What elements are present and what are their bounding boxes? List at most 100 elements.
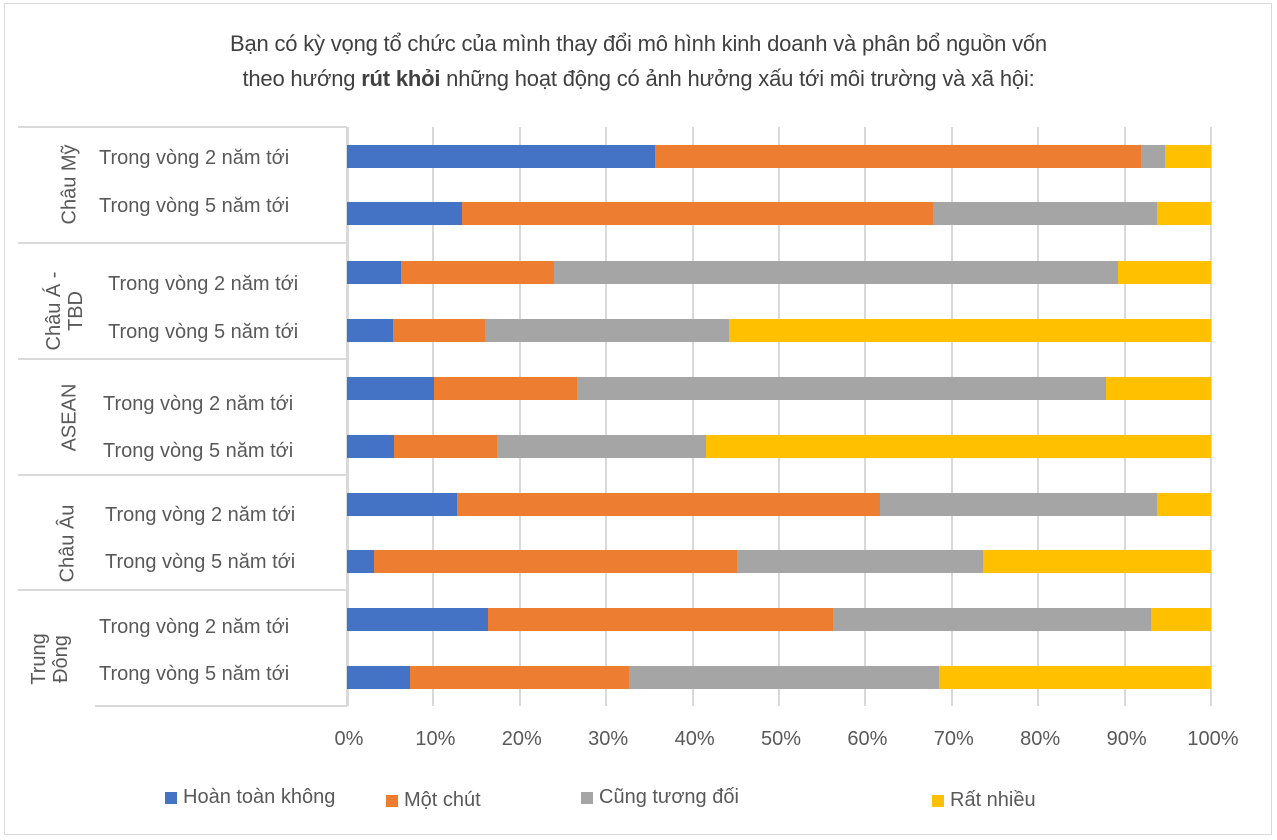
legend-label: Một chút bbox=[404, 789, 481, 811]
bar-segment bbox=[628, 666, 939, 689]
legend-swatch-icon bbox=[386, 794, 398, 807]
bar-segment bbox=[347, 493, 457, 516]
bar-segment bbox=[485, 319, 729, 342]
bar-row bbox=[347, 493, 1211, 516]
bar-row bbox=[347, 608, 1211, 631]
x-tick-label: 80% bbox=[1020, 728, 1061, 750]
bar-row bbox=[347, 666, 1211, 689]
bar-segment bbox=[347, 550, 374, 573]
bar-segment bbox=[554, 261, 1118, 284]
bar-segment bbox=[393, 435, 498, 458]
bar-segment bbox=[347, 435, 394, 458]
group-label-chau-my: Châu Mỹ bbox=[58, 144, 81, 225]
bar-segment bbox=[654, 145, 1141, 168]
bar-segment bbox=[1165, 145, 1211, 168]
title-text: theo hướng bbox=[242, 66, 362, 91]
bar-segment bbox=[706, 435, 1211, 458]
gridline bbox=[1037, 127, 1040, 706]
x-tick-label: 40% bbox=[674, 728, 715, 750]
x-tick-label: 70% bbox=[933, 728, 974, 750]
plot-area bbox=[347, 127, 1212, 706]
row-label: Trong vòng 5 năm tới bbox=[108, 321, 299, 343]
category-divider bbox=[18, 242, 347, 244]
chart-frame bbox=[4, 3, 1272, 835]
gridline bbox=[605, 127, 608, 706]
legend-label: Hoàn toàn không bbox=[183, 786, 336, 808]
row-label: Trong vòng 2 năm tới bbox=[99, 616, 290, 638]
chart-title-line-1: Bạn có kỳ vọng tổ chức của mình thay đổi… bbox=[230, 31, 1047, 56]
bar-segment bbox=[728, 319, 1211, 342]
x-tick-label: 0% bbox=[334, 728, 364, 750]
group-label-chau-a-tbd: Châu Á - TBD bbox=[43, 266, 87, 356]
row-label: Trong vòng 5 năm tới bbox=[99, 195, 290, 217]
bar-row bbox=[347, 550, 1211, 573]
legend-label: Cũng tương đối bbox=[599, 786, 739, 808]
bar-segment bbox=[373, 550, 737, 573]
x-tick-label: 30% bbox=[588, 728, 629, 750]
row-label: Trong vòng 2 năm tới bbox=[99, 147, 290, 169]
bar-segment bbox=[1157, 202, 1211, 225]
bar-segment bbox=[576, 377, 1106, 400]
group-label-asean: ASEAN bbox=[58, 383, 81, 452]
bar-segment bbox=[401, 261, 555, 284]
group-label-chau-au: Châu Âu bbox=[56, 504, 79, 583]
gridline bbox=[1210, 127, 1212, 706]
bar-row bbox=[347, 435, 1211, 458]
x-tick-label: 100% bbox=[1187, 728, 1239, 750]
gridline bbox=[778, 127, 780, 706]
legend-item: Rất nhiều bbox=[932, 789, 1036, 812]
group-label-line: Đông bbox=[50, 635, 72, 683]
bar-segment bbox=[347, 608, 488, 631]
title-bold-text: rút khỏi bbox=[361, 66, 441, 91]
row-label: Trong vòng 5 năm tới bbox=[99, 663, 290, 685]
bar-segment bbox=[982, 550, 1211, 573]
row-label: Trong vòng 2 năm tới bbox=[103, 393, 294, 415]
bar-segment bbox=[410, 666, 629, 689]
gridline bbox=[518, 127, 521, 706]
title-text: những hoạt động có ảnh hưởng xấu tới môi… bbox=[440, 66, 1035, 91]
x-tick-label: 10% bbox=[415, 728, 456, 750]
category-divider bbox=[18, 589, 347, 591]
bar-segment bbox=[461, 202, 933, 225]
bar-segment bbox=[938, 666, 1211, 689]
bar-segment bbox=[832, 608, 1152, 631]
bar-segment bbox=[392, 319, 486, 342]
bar-segment bbox=[736, 550, 983, 573]
bar-segment bbox=[347, 319, 393, 342]
x-tick-label: 90% bbox=[1106, 728, 1147, 750]
bar-segment bbox=[434, 377, 577, 400]
legend-label: Rất nhiều bbox=[950, 789, 1036, 811]
legend-item: Hoàn toàn không bbox=[165, 786, 335, 809]
group-label-line: Trung bbox=[28, 633, 50, 685]
bar-segment bbox=[347, 377, 435, 400]
chart-title: Bạn có kỳ vọng tổ chức của mình thay đổi… bbox=[0, 26, 1277, 96]
gridline bbox=[347, 127, 349, 706]
bar-segment bbox=[347, 261, 402, 284]
category-axis-border bbox=[346, 127, 347, 706]
bar-segment bbox=[1141, 145, 1166, 168]
bar-segment bbox=[1105, 377, 1211, 400]
bar-row bbox=[347, 145, 1211, 168]
group-label-line: TBD bbox=[65, 291, 87, 331]
gridline bbox=[432, 127, 435, 706]
category-divider bbox=[18, 126, 347, 128]
category-divider bbox=[95, 705, 347, 707]
bar-segment bbox=[932, 202, 1158, 225]
bar-segment bbox=[487, 608, 833, 631]
group-label-trung-dong: Trung Đông bbox=[28, 614, 72, 704]
group-label-line: Châu Á - bbox=[43, 271, 65, 351]
bar-segment bbox=[347, 145, 655, 168]
bar-segment bbox=[497, 435, 707, 458]
bar-segment bbox=[1157, 493, 1211, 516]
row-label: Trong vòng 5 năm tới bbox=[105, 551, 296, 573]
bar-segment bbox=[1151, 608, 1211, 631]
x-tick-label: 50% bbox=[760, 728, 802, 750]
legend-swatch-icon bbox=[581, 791, 593, 804]
bar-row bbox=[347, 377, 1211, 400]
chart-title-line-2: theo hướng rút khỏi những hoạt động có ả… bbox=[0, 61, 1277, 96]
x-tick-label: 20% bbox=[501, 728, 542, 750]
gridline bbox=[691, 127, 694, 706]
category-divider bbox=[18, 358, 347, 360]
row-label: Trong vòng 2 năm tới bbox=[105, 504, 296, 526]
bar-row bbox=[347, 261, 1211, 284]
